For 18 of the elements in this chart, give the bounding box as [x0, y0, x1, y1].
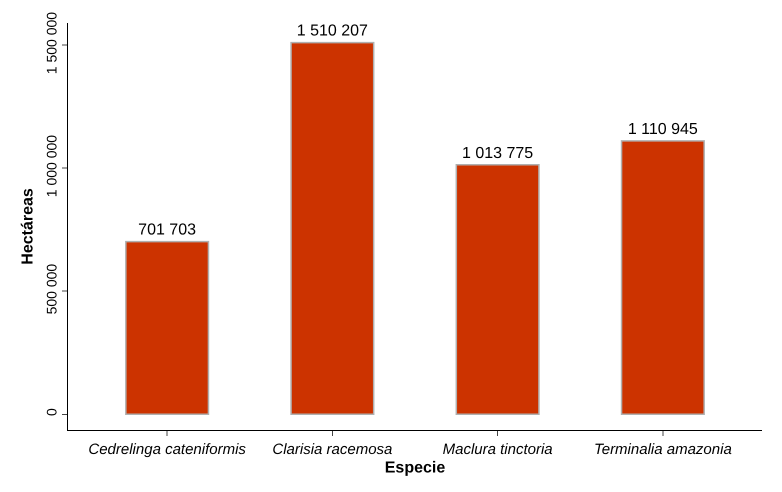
x-tick-label: Clarisia racemosa	[272, 441, 392, 458]
bar	[620, 140, 705, 415]
x-axis-title: Especie	[384, 460, 446, 477]
y-tick-label: 500 000	[43, 264, 60, 314]
bar	[125, 240, 210, 415]
y-tick-label: 1 000 000	[43, 134, 60, 198]
data-label: 1 013 775	[462, 144, 534, 162]
bar	[456, 164, 540, 415]
y-axis-title: Hectáreas	[19, 188, 36, 265]
data-label: 1 110 945	[628, 120, 698, 138]
data-label: 701 703	[138, 222, 196, 239]
bar	[290, 42, 374, 415]
data-label: 1 510 207	[296, 22, 368, 40]
x-tick-label: Cedrelinga cateniformis	[88, 441, 246, 458]
y-tick-label: 0	[43, 408, 60, 416]
x-tick-label: Terminalia amazonia	[594, 441, 732, 458]
y-tick-label: 1 500 000	[43, 12, 60, 74]
x-tick-label: Maclura tinctoria	[442, 441, 553, 458]
